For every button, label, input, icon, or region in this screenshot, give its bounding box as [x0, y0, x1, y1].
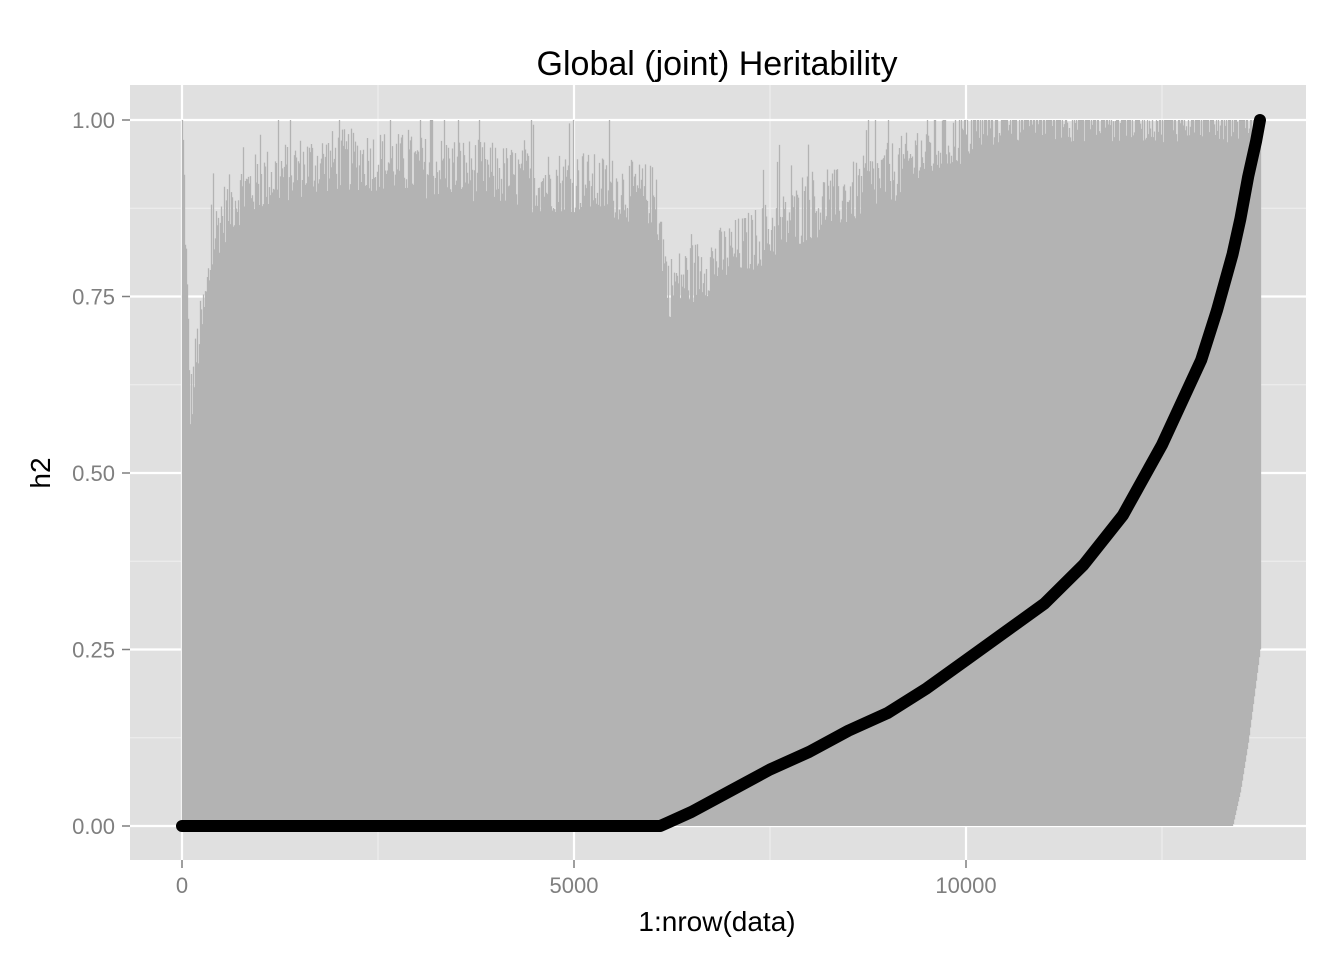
y-tick-label: 0.50: [72, 461, 115, 486]
x-axis-label: 1:nrow(data): [638, 906, 795, 937]
heritability-line: [176, 114, 1266, 832]
y-axis-ticks: 0.00 0.25 0.50 0.75 1.00: [72, 108, 130, 839]
y-tick-label: 0.25: [72, 638, 115, 663]
x-axis-ticks: 0 5000 10000: [176, 860, 997, 898]
line-layer: [176, 114, 1266, 832]
x-tick-label: 10000: [935, 873, 996, 898]
bars-layer: [181, 120, 1262, 826]
y-tick-label: 1.00: [72, 108, 115, 133]
y-axis-label: h2: [25, 457, 56, 488]
chart-title: Global (joint) Heritability: [537, 45, 898, 83]
x-tick-label: 0: [176, 873, 188, 898]
y-tick-label: 0.00: [72, 814, 115, 839]
y-tick-label: 0.75: [72, 285, 115, 310]
x-tick-label: 5000: [550, 873, 599, 898]
